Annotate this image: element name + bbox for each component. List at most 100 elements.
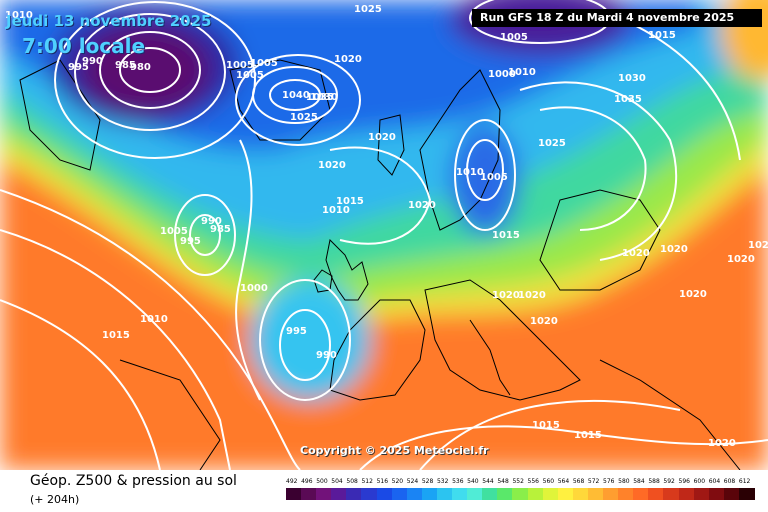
isobar-label: 1020 <box>518 290 546 301</box>
color-scale-tick: 600 <box>693 478 706 485</box>
color-scale-tick: 580 <box>618 478 630 485</box>
color-scale-tick: 532 <box>436 478 449 485</box>
isobar-label: 1025 <box>538 138 566 149</box>
isobar-label: 1025 <box>290 112 318 123</box>
forecast-date: Jeudi 13 novembre 2025 <box>6 12 212 30</box>
legend-subtitle: (+ 204h) <box>30 493 80 506</box>
color-scale-tick: 588 <box>648 478 660 485</box>
color-scale-tick: 612 <box>738 478 751 485</box>
isobar-label: 1025 <box>354 4 382 15</box>
isobar-label: 1005 <box>226 60 254 71</box>
isobar-label: 985 <box>210 224 231 235</box>
color-scale-tick: 560 <box>542 478 555 485</box>
color-scale-swatch <box>663 488 680 500</box>
color-scale-swatch <box>708 488 725 500</box>
color-scale-swatch <box>527 488 544 500</box>
isobar-label: 1005 <box>236 70 264 81</box>
color-scale-swatch <box>723 488 740 500</box>
color-scale-swatch <box>587 488 604 500</box>
color-scale-tick: 556 <box>527 478 539 485</box>
isobar-label: 1020 <box>708 438 736 449</box>
color-scale-swatch <box>316 488 333 500</box>
isobar-label: 1020 <box>530 316 558 327</box>
color-scale-swatch <box>557 488 574 500</box>
forecast-time: 7:00 locale <box>22 34 146 58</box>
color-scale-swatch <box>678 488 695 500</box>
isobar-label: 1005 <box>160 226 188 237</box>
geopotential-field <box>0 0 768 470</box>
color-scale-swatch <box>633 488 650 500</box>
isobar-label: 1005 <box>480 172 508 183</box>
color-scale-tick: 564 <box>557 478 570 485</box>
isobar-label: 1020 <box>622 248 650 259</box>
color-scale-tick: 608 <box>723 478 736 485</box>
color-scale-swatch <box>436 488 453 500</box>
isobar-label: 980 <box>130 62 151 73</box>
color-scale-swatch <box>331 488 348 500</box>
isobar-label: 1030 <box>618 73 646 84</box>
color-scale-swatch <box>452 488 469 500</box>
legend-panel: Géop. Z500 & pression au sol (+ 204h) 49… <box>0 470 768 512</box>
isobar-label: 1020 <box>318 160 346 171</box>
isobar-label: 1015 <box>336 196 364 207</box>
isobar-label: 1010 <box>5 10 33 21</box>
color-scale-tick: 552 <box>512 478 524 485</box>
isobar-labels: 1010 1025 1005 1015 995 990 985 980 1005… <box>5 4 768 449</box>
color-scale-tick: 512 <box>361 478 373 485</box>
isobar-label: 995 <box>68 62 89 73</box>
color-scale-tick: 508 <box>346 478 358 485</box>
color-scale-swatch <box>572 488 589 500</box>
isobar-label: 1010 <box>140 314 168 325</box>
color-scale-tick: 568 <box>572 478 585 485</box>
isobar-label: 1010 <box>322 205 350 216</box>
color-scale-tick: 524 <box>406 478 419 485</box>
isobar-label: 1030 <box>310 92 338 103</box>
isobar-label: 995 <box>286 326 307 337</box>
isobar-label: 1020 <box>679 289 707 300</box>
color-scale-tick: 528 <box>421 478 434 485</box>
color-scale-swatch <box>512 488 529 500</box>
isobar-label: 1015 <box>648 30 676 41</box>
isobar-label: 995 <box>180 236 201 247</box>
color-scale-tick: 572 <box>587 478 600 485</box>
color-scale-swatch <box>738 488 755 500</box>
color-scale-tick: 584 <box>633 478 645 485</box>
color-scale-tick: 536 <box>452 478 464 485</box>
legend-title: Géop. Z500 & pression au sol <box>30 473 237 489</box>
isobar-label: 1015 <box>102 330 130 341</box>
color-scale-swatch <box>406 488 423 500</box>
color-scale-tick: 516 <box>376 478 389 485</box>
color-scale-swatch <box>346 488 363 500</box>
color-scale-tick: 496 <box>301 478 313 485</box>
color-scale-swatch <box>286 488 302 500</box>
isobar-label: 1015 <box>574 430 602 441</box>
isobar-label: 990 <box>316 350 337 361</box>
isobar-label: 1015 <box>492 230 520 241</box>
isobar-label: 1020 <box>408 200 436 211</box>
color-scale-tick: 548 <box>497 478 509 485</box>
isobar-label: 1020 <box>492 290 520 301</box>
model-run-label: Run GFS 18 Z du Mardi 4 novembre 2025 <box>472 9 762 27</box>
isobar-label: 1010 <box>508 67 536 78</box>
color-scale-swatch <box>301 488 318 500</box>
color-scale-tick: 540 <box>467 478 479 485</box>
color-scale-tick: 492 <box>286 478 298 485</box>
isobar-label: 1020 <box>660 244 688 255</box>
isobar-label: 1020 <box>368 132 396 143</box>
weather-map: 1010 1025 1005 1015 995 990 985 980 1005… <box>0 0 768 470</box>
isobar-label: 1005 <box>500 32 528 43</box>
color-scale-swatch <box>391 488 408 500</box>
color-scale-swatch <box>361 488 378 500</box>
color-scale-swatch <box>542 488 559 500</box>
color-scale-swatch <box>648 488 665 500</box>
color-scale-tick: 604 <box>708 478 721 485</box>
color-scale-swatch <box>376 488 393 500</box>
isobar-label: 990 <box>82 56 103 67</box>
color-scale: 492 496 500 504 508 512 516 520 524 528 532 536 540 5… <box>286 478 755 506</box>
isobar-label: 1020 <box>334 54 362 65</box>
isobar-label: 1000 <box>240 283 268 294</box>
color-scale-swatch <box>482 488 499 500</box>
isobar-label: 1035 <box>306 92 334 103</box>
isobar-label: 1020 <box>727 254 755 265</box>
isobar-label: 990 <box>201 216 222 227</box>
